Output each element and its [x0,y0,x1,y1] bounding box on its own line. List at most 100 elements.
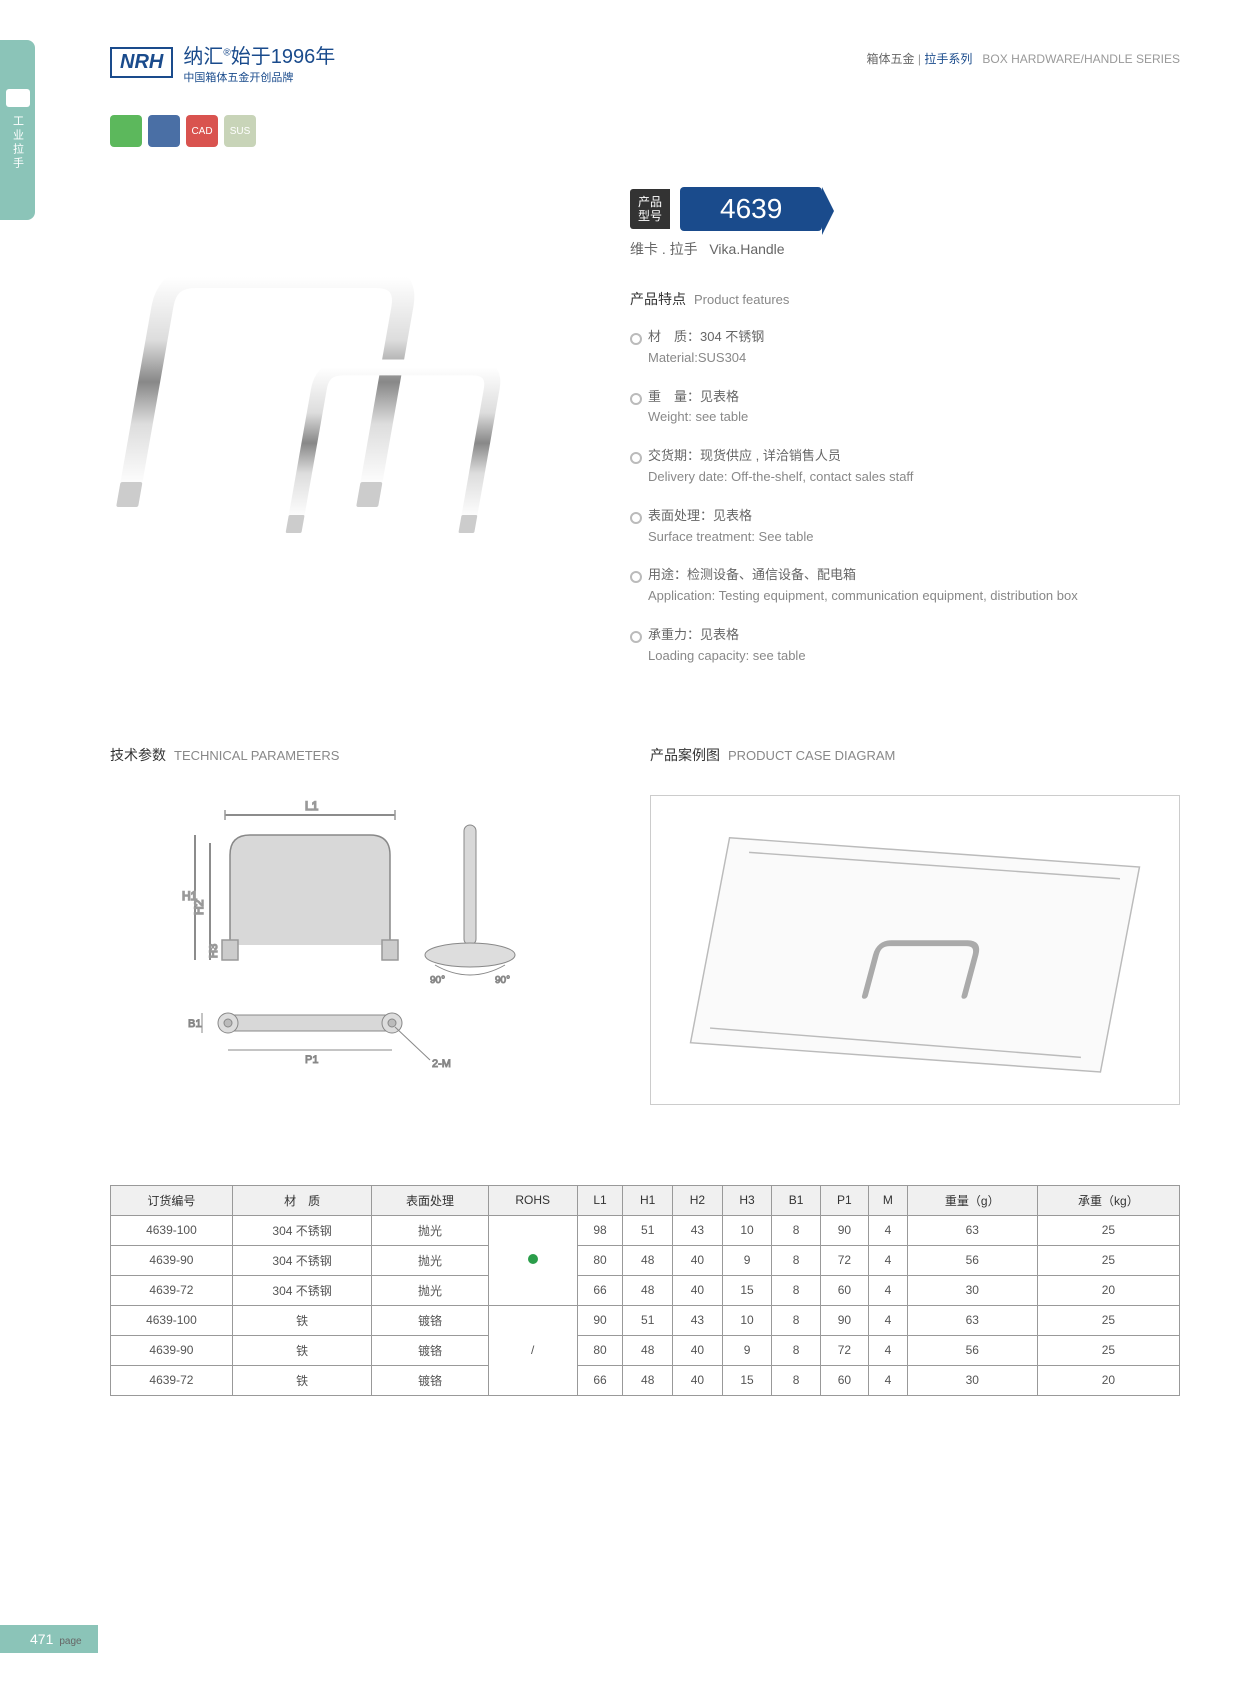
feature-badge-icon: SUS [224,115,256,147]
table-body: 4639-100304 不锈钢抛光98514310890463254639-90… [111,1215,1180,1395]
table-cell: 48 [623,1245,673,1275]
table-cell: 60 [820,1365,868,1395]
table-cell: 铁 [232,1335,371,1365]
table-header-row: 订货编号材 质表面处理ROHSL1H1H2H3B1P1M重量（g）承重（kg） [111,1185,1180,1215]
handle-icon [6,89,30,107]
case-title: 产品案例图PRODUCT CASE DIAGRAM [650,745,1180,765]
table-cell: 15 [722,1275,772,1305]
table-header: 表面处理 [372,1185,488,1215]
table-cell: 4639-90 [111,1245,233,1275]
table-cell: 40 [673,1245,723,1275]
table-cell: 4 [869,1305,908,1335]
table-cell: 90 [820,1305,868,1335]
table-cell: 4639-100 [111,1215,233,1245]
table-header: H1 [623,1185,673,1215]
table-header: 订货编号 [111,1185,233,1215]
logo-mark: NRH [110,47,173,78]
svg-text:B1: B1 [188,1018,201,1030]
model-label: 产品 型号 [630,189,670,230]
table-cell: 80 [577,1335,623,1365]
icon-badges: CADSUS [110,115,1180,147]
table-header: ROHS [488,1185,577,1215]
table-cell: 9 [722,1335,772,1365]
feature-item: 承重力：见表格Loading capacity: see table [630,625,1180,667]
product-name: 维卡 . 拉手 Vika.Handle [630,239,1180,259]
table-cell: 43 [673,1305,723,1335]
svg-text:P1: P1 [305,1054,318,1066]
table-cell: 56 [907,1245,1037,1275]
table-cell: 90 [820,1215,868,1245]
table-cell: 8 [772,1305,820,1335]
table-header: B1 [772,1185,820,1215]
table-cell: 80 [577,1245,623,1275]
table-header: 承重（kg） [1037,1185,1179,1215]
rohs-cell: / [488,1305,577,1395]
table-cell: 4639-72 [111,1275,233,1305]
feature-badge-icon: CAD [186,115,218,147]
table-cell: 4 [869,1245,908,1275]
table-cell: 4 [869,1335,908,1365]
feature-item: 重 量：见表格Weight: see table [630,387,1180,429]
table-cell: 40 [673,1335,723,1365]
table-cell: 72 [820,1245,868,1275]
table-row: 4639-100304 不锈钢抛光9851431089046325 [111,1215,1180,1245]
table-cell: 30 [907,1365,1037,1395]
table-cell: 镀铬 [372,1335,488,1365]
table-cell: 63 [907,1305,1037,1335]
header: NRH 纳汇®始于1996年 中国箱体五金开创品牌 箱体五金 | 拉手系列 BO… [80,40,1180,85]
table-cell: 48 [623,1335,673,1365]
feature-item: 表面处理：见表格Surface treatment: See table [630,506,1180,548]
logo-sub: 中国箱体五金开创品牌 [183,69,335,85]
svg-text:L1: L1 [305,799,319,813]
svg-text:H2: H2 [192,899,206,915]
table-row: 4639-72铁镀铬6648401586043020 [111,1365,1180,1395]
table-cell: 4639-100 [111,1305,233,1335]
rohs-cell [488,1215,577,1305]
feature-badge-icon [148,115,180,147]
table-cell: 56 [907,1335,1037,1365]
svg-text:90°: 90° [430,975,445,986]
table-cell: 51 [623,1215,673,1245]
table-header: P1 [820,1185,868,1215]
table-cell: 8 [772,1275,820,1305]
table-cell: 20 [1037,1365,1179,1395]
table-cell: 8 [772,1215,820,1245]
table-header: 重量（g） [907,1185,1037,1215]
table-cell: 304 不锈钢 [232,1215,371,1245]
table-cell: 4639-90 [111,1335,233,1365]
svg-text:H3: H3 [208,944,220,958]
table-cell: 25 [1037,1245,1179,1275]
table-cell: 60 [820,1275,868,1305]
spec-table: 订货编号材 质表面处理ROHSL1H1H2H3B1P1M重量（g）承重（kg） … [110,1185,1180,1396]
features-title: 产品特点Product features [630,289,1180,309]
table-cell: 25 [1037,1335,1179,1365]
table-cell: 8 [772,1365,820,1395]
case-diagram [650,795,1180,1105]
table-cell: 4639-72 [111,1365,233,1395]
table-cell: 镀铬 [372,1305,488,1335]
table-cell: 9 [722,1245,772,1275]
table-cell: 66 [577,1275,623,1305]
table-cell: 40 [673,1275,723,1305]
table-cell: 抛光 [372,1245,488,1275]
table-cell: 40 [673,1365,723,1395]
tech-diagram: L1 H1 H2 H3 90° 90° [110,795,590,1105]
table-header: H2 [673,1185,723,1215]
table-cell: 10 [722,1215,772,1245]
table-row: 4639-90铁镀铬804840987245625 [111,1335,1180,1365]
table-cell: 铁 [232,1365,371,1395]
table-cell: 15 [722,1365,772,1395]
svg-text:90°: 90° [495,975,510,986]
table-cell: 43 [673,1215,723,1245]
table-cell: 4 [869,1275,908,1305]
table-cell: 抛光 [372,1275,488,1305]
table-cell: 镀铬 [372,1365,488,1395]
table-cell: 抛光 [372,1215,488,1245]
logo-block: NRH 纳汇®始于1996年 中国箱体五金开创品牌 [110,40,335,85]
table-row: 4639-72304 不锈钢抛光6648401586043020 [111,1275,1180,1305]
table-cell: 25 [1037,1215,1179,1245]
table-cell: 66 [577,1365,623,1395]
product-image [110,167,590,587]
table-cell: 63 [907,1215,1037,1245]
table-row: 4639-100铁镀铬/9051431089046325 [111,1305,1180,1335]
